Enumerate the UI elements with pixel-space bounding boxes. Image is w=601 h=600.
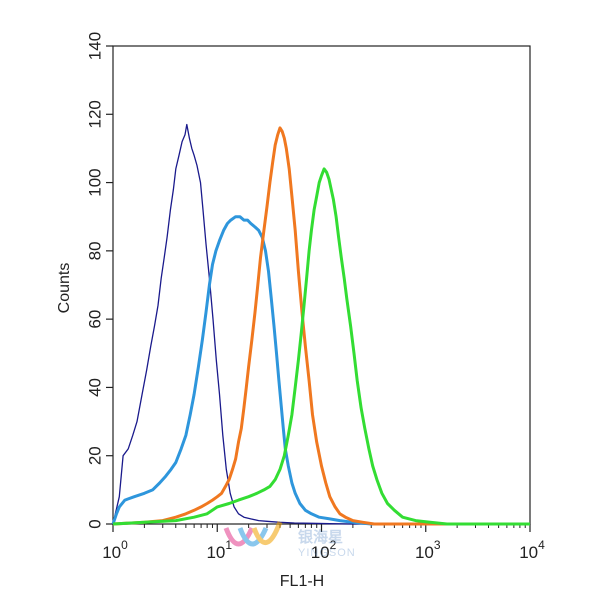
y-tick-label: 60 [85,310,104,329]
y-tick-label: 140 [85,32,104,60]
watermark-swoosh-yellow [251,521,283,545]
y-tick-label: 100 [85,168,104,196]
x-tick-label: 104 [519,538,545,562]
y-tick-label: 20 [85,446,104,465]
watermark-swoosh-blue [237,526,269,547]
x-axis: 100 101 102 103 104 [102,524,545,562]
y-tick-label: 40 [85,378,104,397]
y-axis: 0 20 40 60 80 100 120 140 [85,32,113,529]
series-line-4 [112,167,530,526]
series-line-3 [112,126,530,526]
y-tick-label: 0 [85,519,104,528]
watermark-swoosh-pink [223,526,255,547]
watermark-en-text: YINGSON [298,547,356,559]
series-layer [111,123,530,526]
x-tick-label: 102 [311,538,337,562]
series-line-1 [112,123,530,525]
plot-area [112,45,531,525]
y-axis-title: Counts [56,263,73,314]
x-axis-title: FL1-H [280,573,324,590]
x-tick-label: 101 [206,538,232,562]
x-tick-label: 103 [415,538,441,562]
x-tick-label: 100 [102,538,128,562]
watermark-logo: 银海星 YINGSON [223,521,356,559]
y-tick-label: 120 [85,100,104,128]
series-line-2 [111,215,530,526]
watermark-cn-text: 银海星 [298,528,343,546]
y-tick-label: 80 [85,241,104,260]
